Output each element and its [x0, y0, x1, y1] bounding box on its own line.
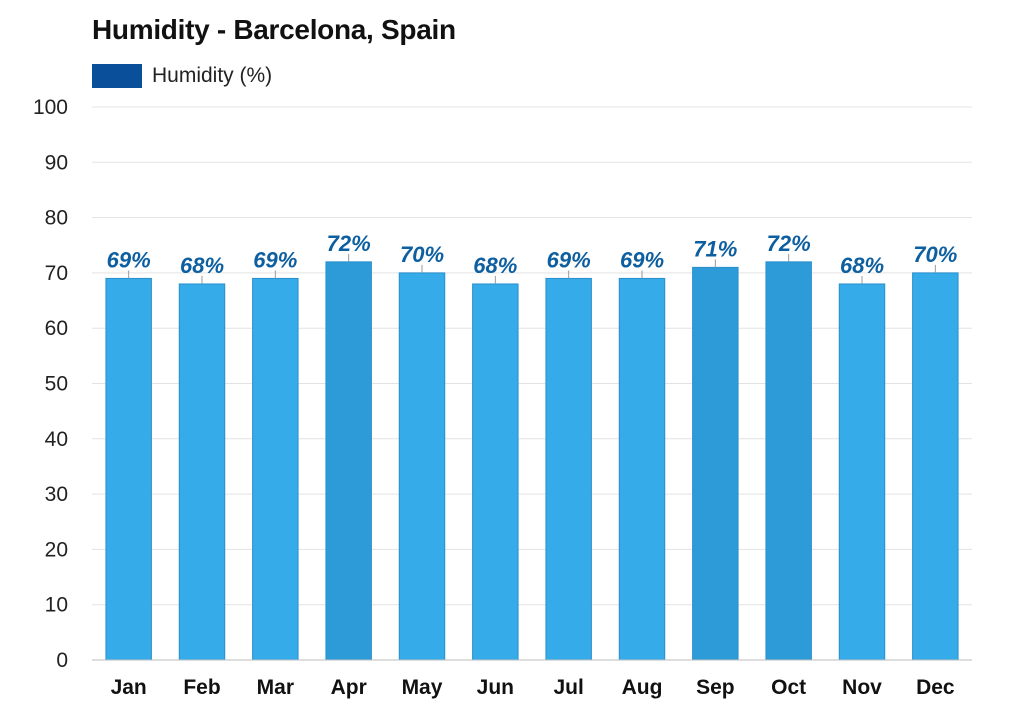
bar-nov: [838, 283, 886, 661]
x-tick-label: Oct: [771, 676, 806, 699]
x-tick-label: Apr: [331, 676, 367, 699]
x-tick-label: Feb: [183, 676, 220, 699]
x-tick-label: Jul: [553, 676, 583, 699]
y-tick-label: 100: [33, 96, 68, 119]
bar-mar: [252, 277, 299, 661]
data-labels: 69% 68% 69% 72% 70% 68% 69% 69% 71% 72% 68% 70%: [107, 231, 957, 284]
x-tick-label: Jan: [111, 676, 147, 699]
chart-title: Humidity - Barcelona, Spain: [92, 14, 456, 45]
bar-sep: [692, 266, 739, 661]
bar-jul: [545, 277, 592, 661]
legend: Humidity (%): [92, 64, 272, 88]
y-axis-ticks: 0 10 20 30 40 50 60 70 80 90 100: [33, 96, 68, 672]
bar-may: [398, 272, 446, 661]
gridlines: [92, 106, 972, 661]
y-tick-label: 50: [45, 373, 68, 396]
data-label: 71%: [693, 236, 737, 261]
x-tick-label: Sep: [696, 676, 735, 699]
data-label: 69%: [547, 247, 591, 272]
y-tick-label: 10: [45, 594, 68, 617]
data-label: 70%: [913, 242, 957, 267]
bar-jun: [472, 283, 519, 661]
data-label: 68%: [180, 253, 224, 278]
bar-feb: [178, 283, 226, 661]
data-label: 72%: [327, 231, 371, 256]
bar-dec: [912, 272, 959, 661]
data-label: 72%: [767, 231, 811, 256]
x-tick-label: Jun: [477, 676, 514, 699]
y-tick-label: 30: [45, 483, 68, 506]
bar-jan: [105, 277, 152, 661]
x-tick-label: Nov: [842, 676, 882, 699]
y-tick-label: 90: [45, 151, 68, 174]
x-tick-label: Dec: [916, 676, 955, 699]
legend-swatch: [92, 64, 142, 88]
x-axis-ticks: Jan Feb Mar Apr May Jun Jul Aug Sep Oct Nov Dec: [111, 676, 955, 699]
y-tick-label: 60: [45, 317, 68, 340]
x-tick-label: May: [402, 676, 443, 699]
data-label: 68%: [473, 253, 517, 278]
x-tick-label: Aug: [622, 676, 663, 699]
data-label: 69%: [107, 247, 151, 272]
y-tick-label: 20: [45, 538, 68, 561]
y-tick-label: 0: [56, 649, 68, 672]
y-tick-label: 80: [45, 207, 68, 230]
bar-oct: [765, 261, 812, 661]
data-label: 69%: [253, 247, 297, 272]
y-tick-label: 40: [45, 428, 68, 451]
bar-apr: [325, 261, 372, 661]
data-label: 68%: [840, 253, 884, 278]
bars: [105, 261, 959, 661]
x-tick-label: Mar: [257, 676, 294, 699]
bar-aug: [618, 277, 666, 661]
y-tick-label: 70: [45, 262, 68, 285]
data-label: 69%: [620, 247, 664, 272]
legend-label: Humidity (%): [152, 64, 273, 87]
data-label: 70%: [400, 242, 444, 267]
